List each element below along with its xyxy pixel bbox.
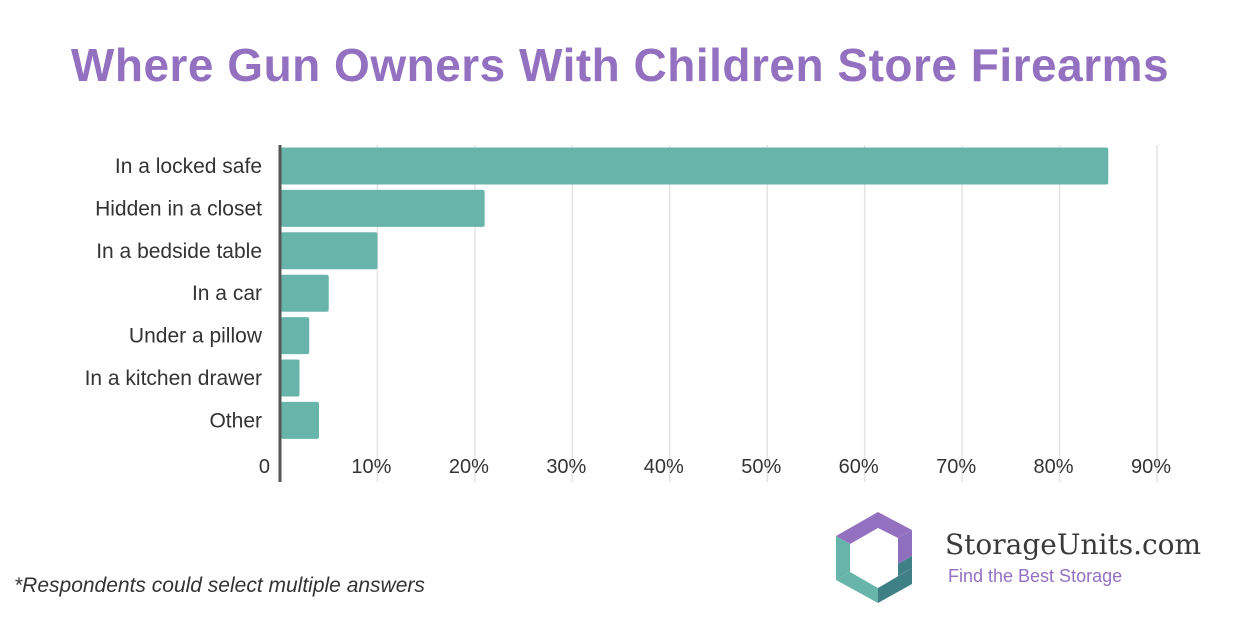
bar[interactable] — [281, 189, 485, 227]
bar[interactable] — [281, 232, 378, 270]
bar[interactable] — [281, 401, 319, 439]
category-label: In a locked safe — [115, 155, 262, 178]
bar[interactable] — [281, 317, 310, 355]
x-tick-label: 20% — [449, 456, 489, 478]
x-tick-labels: 0 10% 20% 30% 40% 50% 60% 70% 80% 90% — [259, 456, 1171, 478]
chart-title: Where Gun Owners With Children Store Fir… — [70, 39, 1170, 91]
category-label: Under a pillow — [129, 325, 263, 348]
footnote: *Respondents could select multiple answe… — [14, 574, 425, 597]
x-tick-label: 0 — [259, 456, 270, 478]
bar[interactable] — [281, 274, 329, 312]
category-label: Hidden in a closet — [95, 197, 262, 220]
category-label: Other — [209, 409, 262, 432]
category-label: In a bedside table — [96, 240, 262, 263]
storageunits-logo-icon[interactable] — [834, 510, 934, 605]
x-tick-label: 30% — [546, 456, 586, 478]
bar[interactable] — [281, 359, 300, 397]
brand-tagline: Find the Best Storage — [948, 566, 1123, 586]
bar[interactable] — [281, 147, 1109, 185]
x-tick-label: 40% — [644, 456, 684, 478]
gridlines — [376, 145, 1158, 482]
bars — [281, 147, 1109, 439]
x-tick-label: 50% — [741, 456, 781, 478]
category-labels: In a locked safe Hidden in a closet In a b… — [85, 155, 263, 432]
category-label: In a kitchen drawer — [85, 367, 262, 390]
bar-chart: In a locked safe Hidden in a closet In a b… — [85, 145, 1171, 482]
category-label: In a car — [192, 282, 262, 305]
x-tick-label: 10% — [351, 456, 391, 478]
x-tick-label: 70% — [936, 456, 976, 478]
x-tick-label: 80% — [1034, 456, 1074, 478]
x-tick-label: 90% — [1131, 456, 1171, 478]
x-tick-label: 60% — [839, 456, 879, 478]
brand-name[interactable]: StorageUnits.com — [945, 528, 1202, 561]
